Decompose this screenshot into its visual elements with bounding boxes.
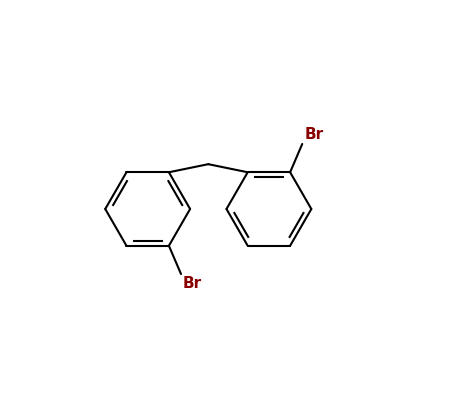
Text: Br: Br [304, 127, 324, 142]
Text: Br: Br [183, 276, 202, 291]
